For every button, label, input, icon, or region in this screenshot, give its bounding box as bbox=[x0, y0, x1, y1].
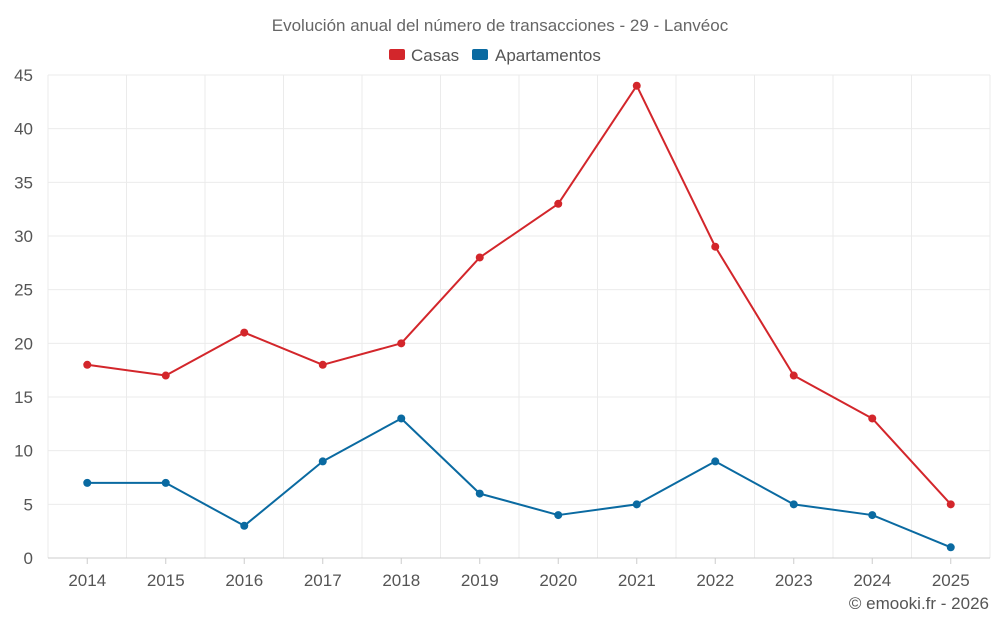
legend: Casas Apartamentos bbox=[389, 46, 601, 65]
x-tick-label-2021: 2021 bbox=[618, 571, 656, 590]
series-casas bbox=[83, 81, 955, 509]
data-point-apartamentos-2020[interactable] bbox=[554, 511, 563, 520]
x-tick-label-2016: 2016 bbox=[225, 571, 263, 590]
y-tick-label-30: 30 bbox=[14, 227, 33, 246]
data-point-apartamentos-2024[interactable] bbox=[868, 511, 877, 520]
data-point-casas-2018[interactable] bbox=[397, 339, 406, 348]
chart-credit: © emooki.fr - 2026 bbox=[849, 594, 989, 613]
y-tick-label-5: 5 bbox=[24, 495, 33, 514]
legend-item-casas[interactable]: Casas bbox=[389, 46, 459, 65]
data-point-casas-2017[interactable] bbox=[318, 360, 327, 369]
y-tick-label-35: 35 bbox=[14, 173, 33, 192]
y-tick-label-45: 45 bbox=[14, 66, 33, 85]
legend-label-casas: Casas bbox=[411, 46, 459, 65]
data-point-apartamentos-2017[interactable] bbox=[318, 457, 327, 466]
data-point-casas-2019[interactable] bbox=[475, 253, 484, 262]
series bbox=[83, 81, 955, 552]
x-tick-label-2025: 2025 bbox=[932, 571, 970, 590]
series-line-apartamentos bbox=[86, 417, 952, 549]
y-tick-label-0: 0 bbox=[24, 549, 33, 568]
data-point-casas-2022[interactable] bbox=[711, 242, 720, 251]
legend-swatch-apartamentos bbox=[472, 49, 488, 60]
data-point-casas-2020[interactable] bbox=[554, 199, 563, 208]
legend-swatch-casas bbox=[389, 49, 405, 60]
x-tick-label-2018: 2018 bbox=[382, 571, 420, 590]
data-point-apartamentos-2025[interactable] bbox=[946, 543, 955, 552]
series-line-casas bbox=[86, 84, 952, 506]
grid bbox=[47, 74, 991, 558]
y-tick-label-25: 25 bbox=[14, 281, 33, 300]
data-point-casas-2021[interactable] bbox=[632, 81, 641, 90]
data-point-casas-2016[interactable] bbox=[240, 328, 249, 337]
chart-title: Evolución anual del número de transaccio… bbox=[272, 16, 729, 35]
data-point-casas-2015[interactable] bbox=[161, 371, 170, 380]
x-tick-label-2015: 2015 bbox=[147, 571, 185, 590]
axes: 2014 2015 2016 2017 2018 2019 2020 2021 2022 2023… bbox=[14, 66, 990, 590]
legend-item-apartamentos[interactable]: Apartamentos bbox=[472, 46, 601, 65]
y-tick-label-20: 20 bbox=[14, 334, 33, 353]
x-tick-label-2024: 2024 bbox=[853, 571, 891, 590]
data-point-apartamentos-2023[interactable] bbox=[789, 500, 798, 509]
data-point-casas-2024[interactable] bbox=[868, 414, 877, 423]
y-tick-label-10: 10 bbox=[14, 442, 33, 461]
data-point-apartamentos-2022[interactable] bbox=[711, 457, 720, 466]
data-point-apartamentos-2021[interactable] bbox=[632, 500, 641, 509]
x-tick-label-2019: 2019 bbox=[461, 571, 499, 590]
series-apartamentos bbox=[83, 414, 955, 552]
data-point-apartamentos-2015[interactable] bbox=[161, 478, 170, 487]
x-tick-label-2022: 2022 bbox=[696, 571, 734, 590]
y-tick-label-40: 40 bbox=[14, 120, 33, 139]
x-tick-label-2017: 2017 bbox=[304, 571, 342, 590]
data-point-casas-2023[interactable] bbox=[789, 371, 798, 380]
data-point-apartamentos-2019[interactable] bbox=[475, 489, 484, 498]
data-point-apartamentos-2018[interactable] bbox=[397, 414, 406, 423]
x-tick-label-2020: 2020 bbox=[539, 571, 577, 590]
x-tick-label-2023: 2023 bbox=[775, 571, 813, 590]
data-point-casas-2014[interactable] bbox=[83, 360, 92, 369]
legend-label-apartamentos: Apartamentos bbox=[495, 46, 601, 65]
x-tick-label-2014: 2014 bbox=[68, 571, 106, 590]
data-point-casas-2025[interactable] bbox=[946, 500, 955, 509]
y-tick-label-15: 15 bbox=[14, 388, 33, 407]
data-point-apartamentos-2014[interactable] bbox=[83, 478, 92, 487]
data-point-apartamentos-2016[interactable] bbox=[240, 521, 249, 530]
